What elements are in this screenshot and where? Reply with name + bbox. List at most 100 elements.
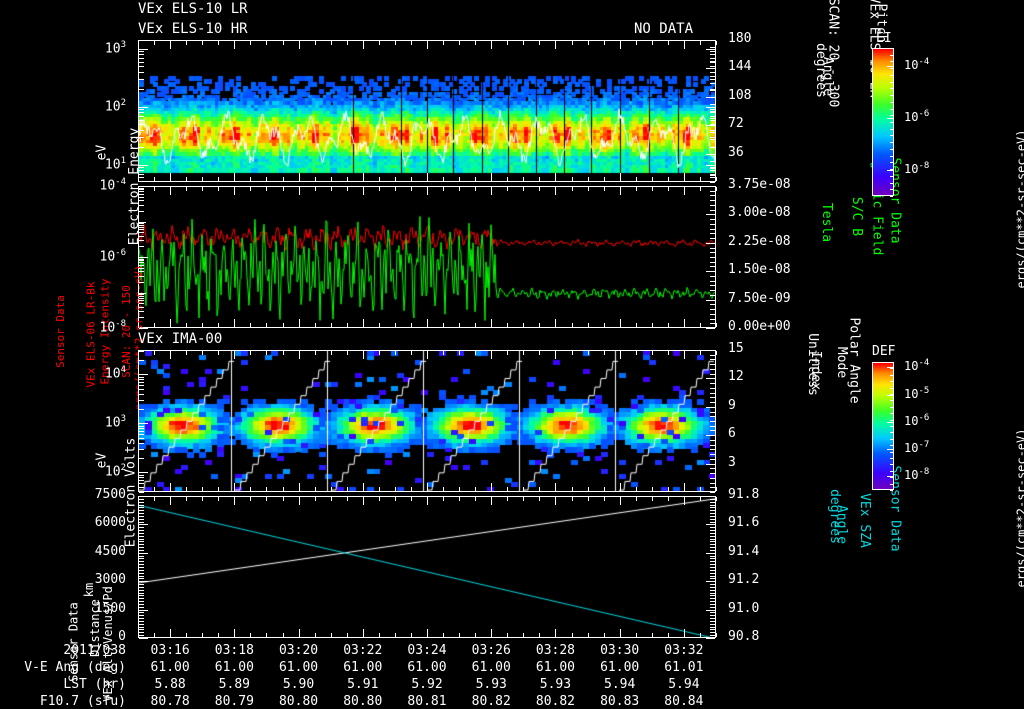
panel1-right-tick-label: 108	[728, 88, 752, 103]
def-colorbar-canvas	[873, 363, 893, 489]
bottom-table-cell: 80.82	[471, 694, 511, 709]
bottom-table-cell: 80.84	[664, 694, 704, 709]
panel4-right-tick-label: 91.0	[728, 601, 760, 616]
panel3-left-tick-label: 103	[104, 414, 126, 431]
panel4-right-axis-title: Sensor Data VEx SZA Angle degrees	[806, 465, 903, 640]
panel2-right-title-line4: Tesla	[819, 202, 835, 243]
axis-tick	[139, 492, 144, 493]
panel4-right-title-line2: VEx SZA	[856, 493, 872, 548]
def-colorbar	[872, 362, 894, 490]
axis-tick	[710, 492, 715, 493]
bottom-table-cell: 61.01	[664, 660, 704, 675]
ei-colorbar-tick-label: 10-6	[904, 109, 930, 124]
bottom-table-cell: 5.94	[668, 677, 700, 692]
bottom-table-cell: 61.00	[471, 660, 511, 675]
bottom-table-cell: 03:20	[278, 643, 319, 658]
panel4-canvas	[139, 497, 715, 637]
bottom-table-cell: 5.94	[604, 677, 636, 692]
axis-tick	[716, 633, 717, 637]
axis-tick	[706, 638, 715, 639]
panel4-right-tick-label: 91.2	[728, 572, 760, 587]
panel-els-spectrogram	[138, 40, 716, 182]
bottom-table-cell: 03:32	[664, 643, 704, 658]
panel2-right-tick-label: 7.50e-09	[728, 291, 791, 306]
panel2-right-title-line2: S/C B	[849, 196, 865, 237]
panel2-left-title-line5: SCAN: 20 - 150	[119, 285, 133, 378]
axis-tick	[716, 177, 717, 181]
panel3-right-title-line2: Polar Angle	[846, 317, 862, 404]
bottom-table-cell: 03:24	[407, 643, 447, 658]
panel-ima-spectrogram	[138, 350, 716, 492]
bottom-table-cell: 5.92	[411, 677, 443, 692]
panel2-right-tick-label: 0.00e+00	[728, 319, 791, 334]
bottom-row-label: F10.7 (sfu)	[39, 694, 126, 709]
bottom-table-cell: 03:18	[214, 643, 254, 658]
axis-tick	[716, 351, 717, 355]
bottom-table-cell: 61.00	[600, 660, 640, 675]
def-colorbar-tick-label: 10-6	[904, 413, 930, 428]
ei-colorbar-label: EI	[876, 32, 892, 45]
panel1-title-hr: VEx ELS-10 HR	[138, 21, 248, 37]
bottom-table-cell: 80.82	[535, 694, 576, 709]
bottom-table-cell: 80.80	[278, 694, 319, 709]
panel1-left-tick-label: 103	[104, 40, 126, 57]
panel1-canvas	[139, 41, 715, 181]
bottom-table-cell: 61.00	[278, 660, 319, 675]
def-colorbar-label: DEF	[872, 345, 895, 358]
ei-colorbar-canvas	[873, 49, 893, 195]
ei-colorbar-label-text: EI	[876, 31, 892, 46]
bottom-row-label: V-E Ang (deg)	[24, 660, 126, 675]
panel4-left-axis-title: Sensor Data VEx Alt/Venus/Pd Distance km	[28, 496, 128, 702]
bottom-table-cell: 80.83	[600, 694, 640, 709]
bottom-table-cell: 03:26	[471, 643, 511, 658]
panel1-left-tick-label: 102	[104, 98, 126, 115]
bottom-row-label: 2011/038	[63, 643, 126, 658]
panel3-right-tick-label: 12	[728, 369, 744, 384]
bottom-table-cell: 03:16	[150, 643, 190, 658]
axis-tick	[710, 182, 715, 183]
panel1-right-tick-label: 144	[728, 59, 752, 74]
ei-colorbar-tick-label: 10-8	[904, 161, 930, 176]
bottom-table-cell: 61.00	[535, 660, 576, 675]
axis-tick	[139, 638, 148, 639]
axis-tick	[139, 638, 144, 639]
panel3-right-tick-label: 9	[728, 398, 736, 413]
bottom-table-cell: 5.90	[282, 677, 315, 692]
bottom-table-cell: 80.79	[214, 694, 254, 709]
ei-colorbar	[872, 48, 894, 196]
bottom-table-cell: 80.80	[343, 694, 383, 709]
panel2-right-tick-label: 2.25e-08	[728, 234, 791, 249]
bottom-table-cell: 03:22	[343, 643, 383, 658]
panel2-right-tick-label: 3.00e-08	[728, 205, 791, 220]
bottom-table-cell: 61.00	[214, 660, 254, 675]
panel3-right-tick-label: 6	[728, 426, 736, 441]
panel1-right-tick-label: 180	[728, 31, 752, 46]
axis-tick	[710, 328, 715, 329]
bottom-table-cell: 03:30	[600, 643, 640, 658]
panel1-left-axis-title-line2: eV	[94, 144, 110, 161]
def-colorbar-tick-label: 10-8	[904, 467, 930, 482]
bottom-axis-table: 2011/038 03:16 03:18 03:20 03:22 03:24 03:26 03…	[0, 644, 1024, 708]
panel3-right-tick-label: 15	[728, 341, 744, 356]
bottom-table-cell: 80.81	[407, 694, 447, 709]
panel3-left-title-line2: eV	[94, 452, 110, 469]
ei-colorbar-tick-label: 10-4	[904, 57, 930, 72]
panel1-nodata-label: NO DATA	[634, 21, 694, 37]
def-colorbar-units-text: ergs/(cm**2-sr-sec-eV)	[1014, 428, 1024, 588]
panel3-right-axis-title: Mode Polar Angle Index Unitless	[776, 317, 862, 492]
panel3-title: VEx IMA-00	[138, 331, 223, 347]
def-colorbar-label-text: DEF	[872, 344, 896, 359]
ei-colorbar-units-text: ergs/(cm**2-sr-sec-eV)	[1014, 129, 1024, 289]
panel1-right-axis-title: Pitch Angle VEx ELS-10 LR Angle degrees …	[766, 0, 889, 188]
panel2-left-axis-title: Sensor Data VEx ELS-06 LR-Bk Energy Inte…	[18, 186, 145, 411]
bottom-table-cell: 5.91	[347, 677, 379, 692]
panel4-right-title-line4: degrees	[826, 489, 842, 544]
def-colorbar-tick-label: 10-4	[904, 358, 930, 373]
panel-altitude-sza	[138, 496, 716, 638]
panel1-left-axis-title: Electron Energy eV	[62, 40, 142, 245]
panel1-right-title-line5: SCAN: 20 - 300	[825, 0, 841, 108]
bottom-table-cell: 5.93	[475, 677, 507, 692]
axis-tick	[716, 41, 717, 45]
panel4-left-title-line4: km	[82, 582, 97, 598]
panel1-right-tick-label: 72	[728, 116, 744, 131]
